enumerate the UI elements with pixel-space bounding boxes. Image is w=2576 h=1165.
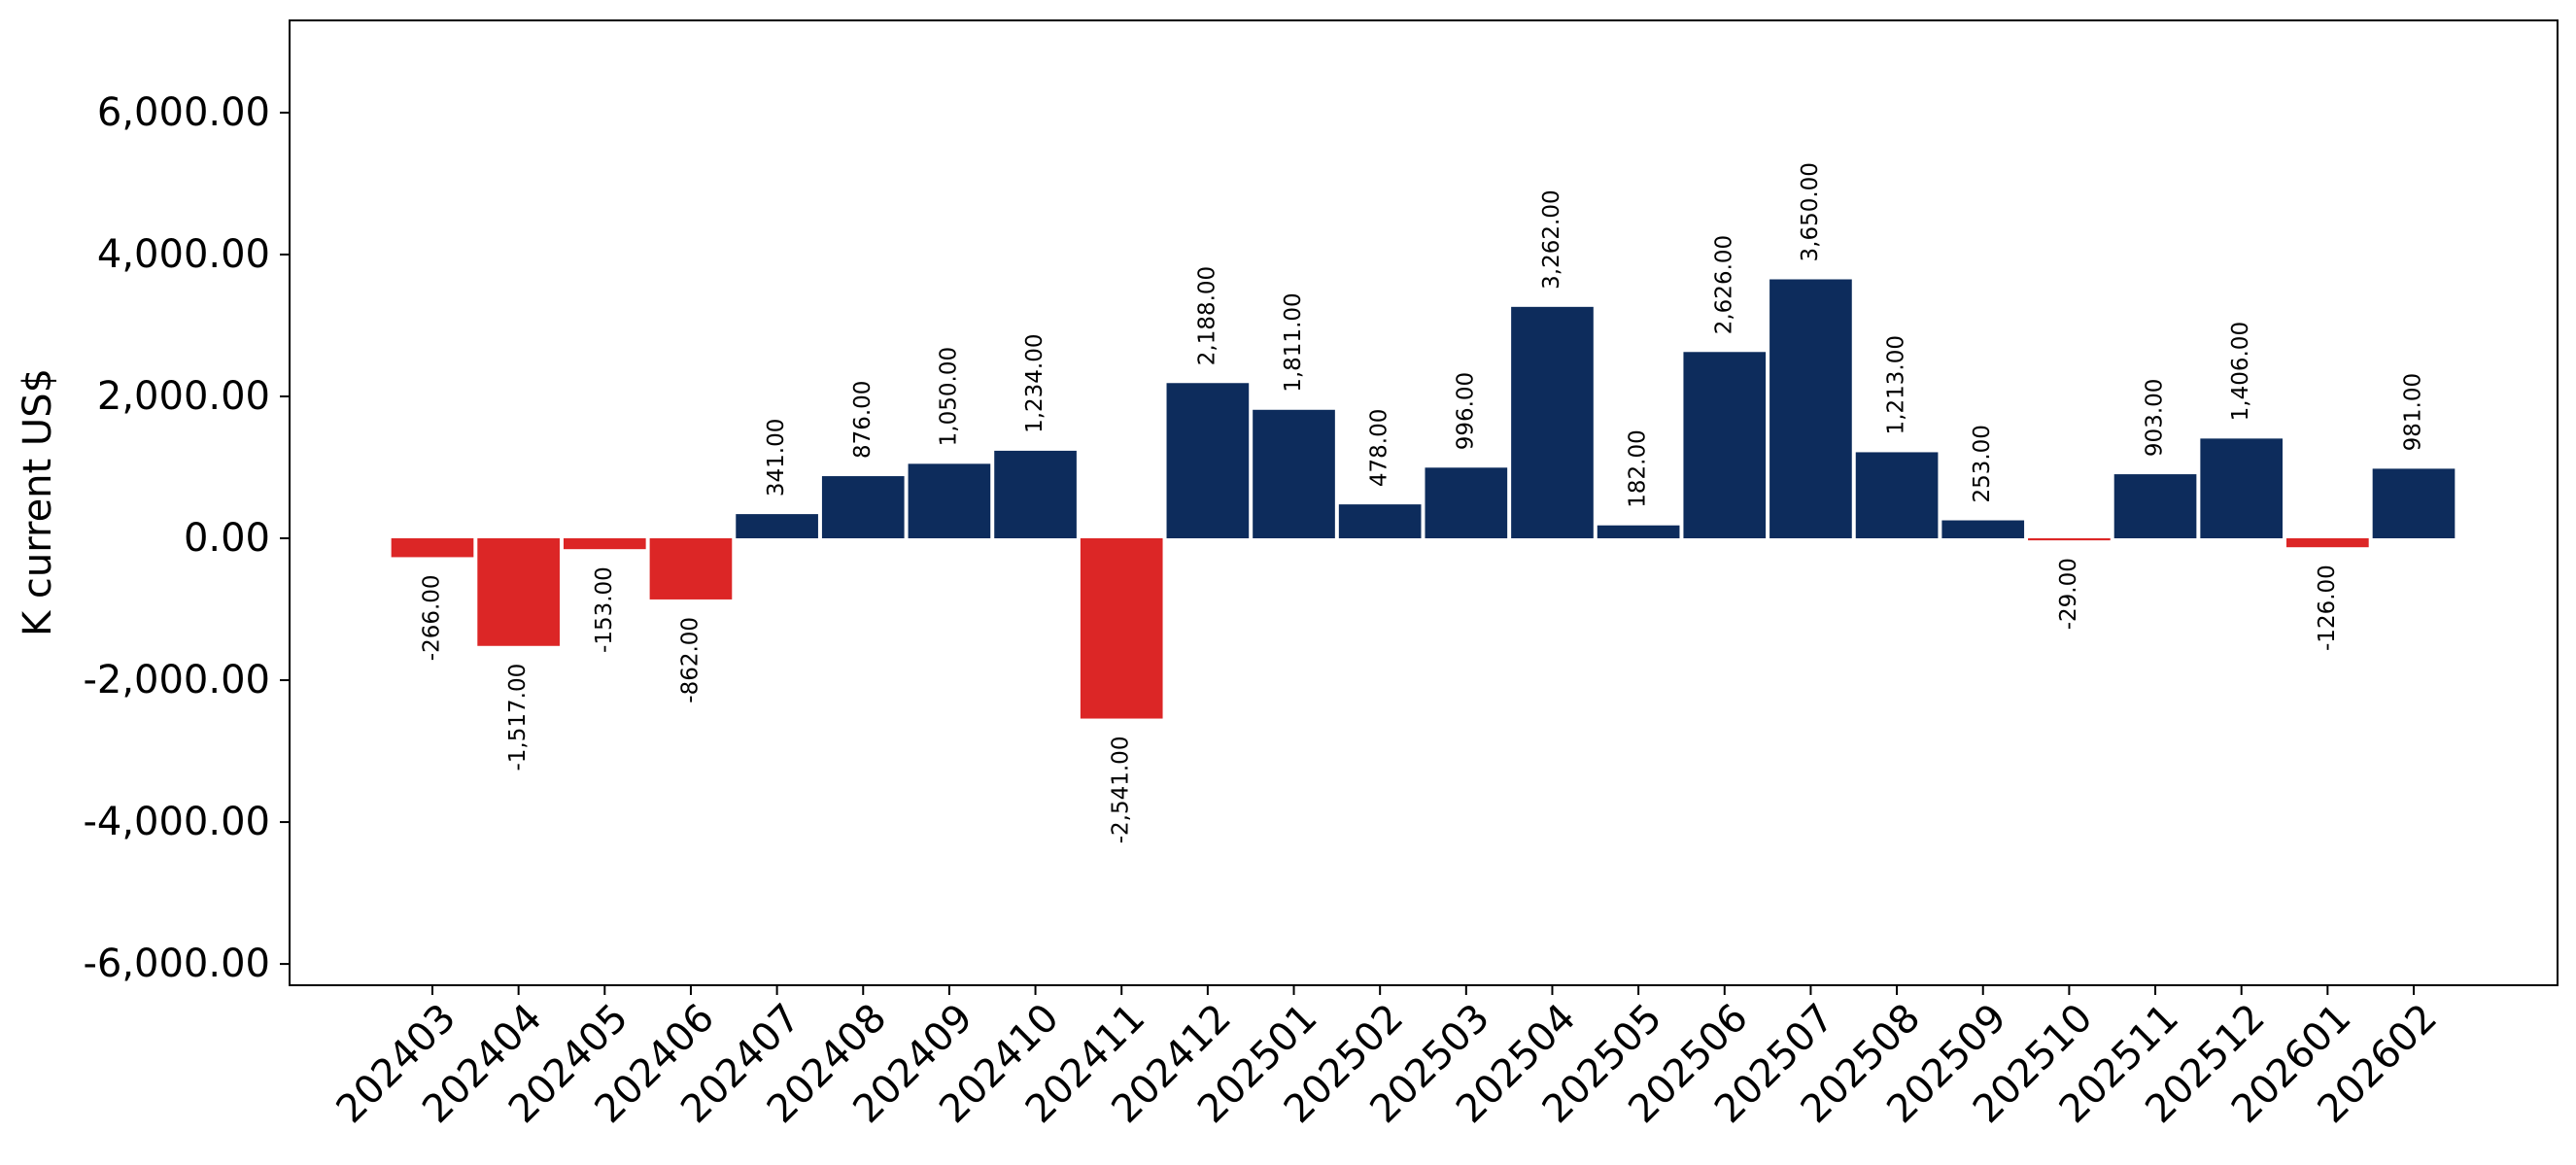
data-label-202501: 1,811.00 bbox=[1281, 292, 1306, 392]
data-label-202512: 1,406.00 bbox=[2228, 322, 2253, 421]
data-label-202601: -126.00 bbox=[2315, 565, 2340, 651]
data-label-202503: 996.00 bbox=[1453, 372, 1478, 450]
bar-202512 bbox=[2200, 438, 2284, 539]
bar-202409 bbox=[908, 463, 991, 539]
data-label-202406: -862.00 bbox=[677, 617, 703, 703]
y-tick-label: -2,000.00 bbox=[83, 658, 270, 702]
bar-202501 bbox=[1253, 409, 1335, 539]
data-label-202509: 253.00 bbox=[1970, 425, 1995, 502]
bar-202406 bbox=[649, 538, 733, 600]
data-label-202508: 1,213.00 bbox=[1884, 335, 1909, 434]
bar-202408 bbox=[821, 476, 905, 539]
data-label-202507: 3,650.00 bbox=[1798, 162, 1823, 261]
bar-202411 bbox=[1080, 538, 1163, 719]
bar-202601 bbox=[2286, 538, 2369, 548]
bar-202511 bbox=[2113, 474, 2197, 539]
data-label-202409: 1,050.00 bbox=[936, 347, 961, 446]
bar-202602 bbox=[2372, 468, 2456, 539]
data-label-202403: -266.00 bbox=[420, 574, 445, 661]
data-label-202505: 182.00 bbox=[1626, 429, 1651, 507]
bar-202510 bbox=[2028, 538, 2111, 541]
bar-202502 bbox=[1338, 504, 1422, 539]
data-label-202510: -29.00 bbox=[2056, 558, 2081, 630]
data-label-202504: 3,262.00 bbox=[1539, 189, 1564, 289]
y-tick-label: -6,000.00 bbox=[83, 942, 270, 986]
data-label-202602: 981.00 bbox=[2401, 373, 2426, 451]
y-tick-label: 2,000.00 bbox=[97, 374, 270, 419]
bar-202403 bbox=[391, 538, 474, 558]
data-label-202506: 2,626.00 bbox=[1711, 235, 1736, 334]
bar-202412 bbox=[1166, 383, 1250, 539]
bar-202505 bbox=[1597, 525, 1680, 539]
plot-frame bbox=[289, 19, 2559, 986]
bar-202509 bbox=[1941, 520, 2025, 539]
bar-202410 bbox=[994, 450, 1077, 539]
data-label-202404: -1,517.00 bbox=[505, 664, 531, 771]
bar-202404 bbox=[477, 538, 560, 646]
y-tick-label: 0.00 bbox=[184, 516, 270, 561]
data-label-202502: 478.00 bbox=[1367, 409, 1392, 487]
y-axis-label: K current US$ bbox=[16, 368, 60, 636]
data-labels-group: -266.00 -1,517.00 -153.00 -862.00 341.00 876.… bbox=[420, 162, 2426, 843]
data-label-202412: 2,188.00 bbox=[1194, 266, 1219, 365]
bar-202506 bbox=[1683, 352, 1767, 539]
y-tick-label: 4,000.00 bbox=[97, 232, 270, 277]
bar-202405 bbox=[563, 538, 646, 550]
bar-202508 bbox=[1855, 452, 1939, 539]
bar-202507 bbox=[1769, 279, 1852, 539]
data-label-202411: -2,541.00 bbox=[1109, 737, 1134, 844]
bars-group bbox=[391, 279, 2456, 719]
data-label-202408: 876.00 bbox=[850, 381, 876, 459]
bar-202504 bbox=[1511, 306, 1594, 539]
data-label-202407: 341.00 bbox=[764, 419, 789, 497]
y-tick-label: 6,000.00 bbox=[97, 90, 270, 135]
data-label-202511: 903.00 bbox=[2143, 379, 2168, 457]
data-label-202405: -153.00 bbox=[592, 566, 617, 653]
bar-202503 bbox=[1425, 467, 1508, 539]
data-label-202410: 1,234.00 bbox=[1022, 333, 1048, 432]
x-axis: 2024032024042024052024062024072024082024… bbox=[328, 985, 2446, 1132]
y-tick-label: -4,000.00 bbox=[83, 800, 270, 844]
bar-202407 bbox=[736, 514, 818, 539]
y-axis: -6,000.00 -4,000.00 -2,000.00 0.00 2,000.00 4… bbox=[83, 90, 290, 986]
